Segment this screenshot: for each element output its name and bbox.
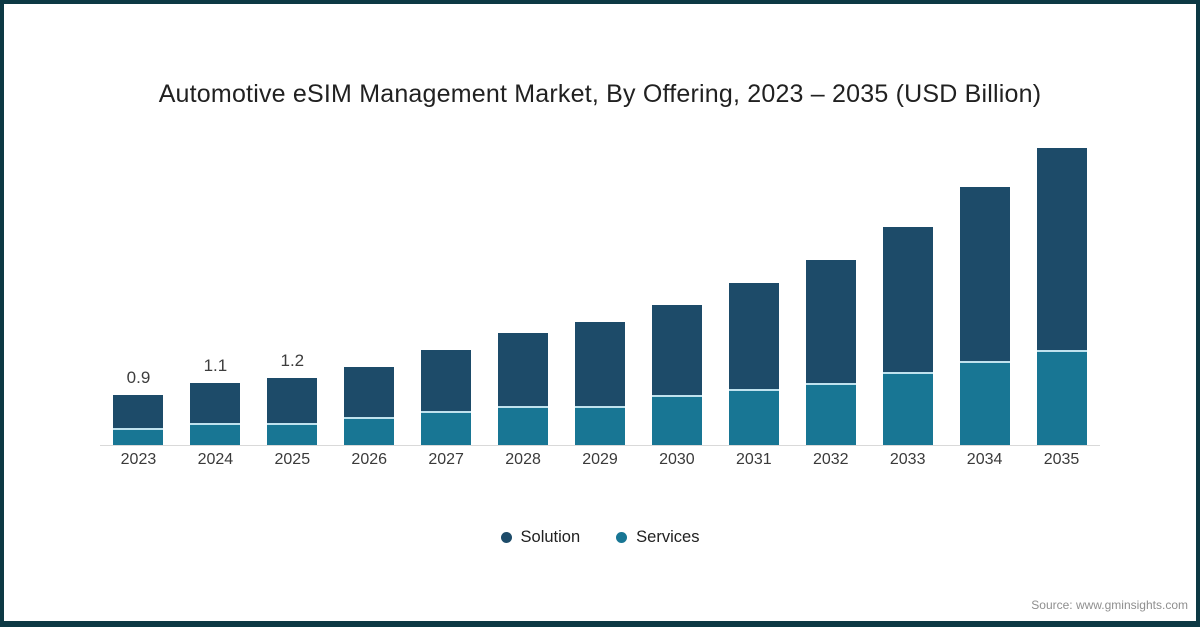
- x-axis-label: 2027: [428, 451, 464, 468]
- bar-column-2033: 2033: [869, 4, 946, 475]
- services-segment: [498, 405, 549, 445]
- x-axis-label: 2034: [966, 451, 1003, 468]
- stacked-bar: [805, 260, 856, 445]
- stacked-bar: [421, 349, 472, 445]
- services-segment: [190, 422, 241, 445]
- services-segment: [421, 411, 472, 445]
- legend-label: Solution: [520, 528, 581, 546]
- x-axis-label: 2031: [736, 451, 772, 468]
- services-segment: [882, 372, 933, 445]
- bar-column-2032: 2032: [792, 4, 869, 475]
- solution-segment: [882, 226, 933, 373]
- bar-column-2026: 2026: [331, 4, 408, 475]
- bar-column-2027: 2027: [408, 4, 485, 475]
- solution-segment: [651, 305, 702, 395]
- bar-column-2031: 2031: [715, 4, 792, 475]
- legend: Solution Services: [4, 528, 1196, 547]
- bar-column-2029: 2029: [562, 4, 639, 475]
- solution-segment: [421, 349, 472, 412]
- stacked-bar: [728, 282, 779, 445]
- legend-item-solution: Solution: [500, 528, 581, 547]
- stacked-bar: [113, 394, 164, 445]
- x-axis-label: 2030: [659, 451, 695, 468]
- x-axis-label: 2032: [812, 451, 849, 468]
- solution-legend-dot-icon: [500, 532, 512, 543]
- bar-column-2024: 1.1 2024: [177, 4, 254, 475]
- bar-column-2023: 0.9 2023: [100, 4, 177, 475]
- stacked-bar: [498, 333, 549, 445]
- stacked-bar: [1036, 148, 1087, 445]
- x-axis-line: [100, 445, 1100, 446]
- bar-column-2035: 2035: [1023, 4, 1100, 475]
- bar-column-2034: 2034: [946, 4, 1023, 475]
- services-segment: [805, 383, 856, 445]
- services-segment: [651, 394, 702, 445]
- stacked-bar: [190, 383, 241, 445]
- source-text: Source: www.gminsights.com: [1031, 598, 1188, 612]
- stacked-bar: [959, 187, 1010, 445]
- x-axis-label: 2033: [889, 451, 926, 468]
- services-segment: [113, 428, 164, 445]
- bar-total-label: 1.1: [203, 356, 228, 376]
- x-axis-label: 2035: [1043, 451, 1080, 468]
- bar-total-label: 1.2: [280, 350, 305, 370]
- services-segment: [1036, 349, 1087, 445]
- chart-title: Automotive eSIM Management Market, By Of…: [158, 80, 1042, 108]
- stacked-bar: [344, 366, 395, 445]
- solution-segment: [267, 377, 318, 423]
- services-segment: [267, 422, 318, 445]
- x-axis-label: 2028: [505, 451, 541, 468]
- bar-column-2028: 2028: [485, 4, 562, 475]
- x-axis-label: 2024: [197, 451, 234, 468]
- solution-segment: [1036, 148, 1087, 350]
- x-axis-label: 2029: [582, 451, 618, 468]
- legend-label: Services: [636, 528, 700, 546]
- services-segment: [959, 361, 1010, 445]
- bar-column-2030: 2030: [638, 4, 715, 475]
- x-axis-label: 2026: [351, 451, 388, 468]
- solution-segment: [959, 187, 1010, 361]
- solution-segment: [805, 260, 856, 384]
- x-axis-label: 2023: [120, 451, 157, 468]
- bar-total-label: 0.9: [126, 367, 151, 387]
- solution-segment: [574, 321, 625, 406]
- legend-item-services: Services: [616, 528, 699, 547]
- stacked-bar: [882, 226, 933, 445]
- stacked-bar: [267, 377, 318, 445]
- solution-segment: [190, 383, 241, 423]
- services-segment: [728, 389, 779, 445]
- solution-segment: [113, 394, 164, 429]
- stacked-bar: [574, 321, 625, 445]
- bar-column-2025: 1.2 2025: [254, 4, 331, 475]
- services-legend-dot-icon: [616, 532, 628, 543]
- services-segment: [344, 417, 395, 445]
- stacked-bar: [651, 305, 702, 445]
- solution-segment: [498, 333, 549, 406]
- x-axis-label: 2025: [274, 451, 311, 468]
- solution-segment: [728, 282, 779, 389]
- plot-area: 0.9 2023 1.1 2024 1.2 2025 2026 2027 2028 2029 203…: [100, 4, 1100, 475]
- services-segment: [574, 405, 625, 445]
- solution-segment: [344, 366, 395, 417]
